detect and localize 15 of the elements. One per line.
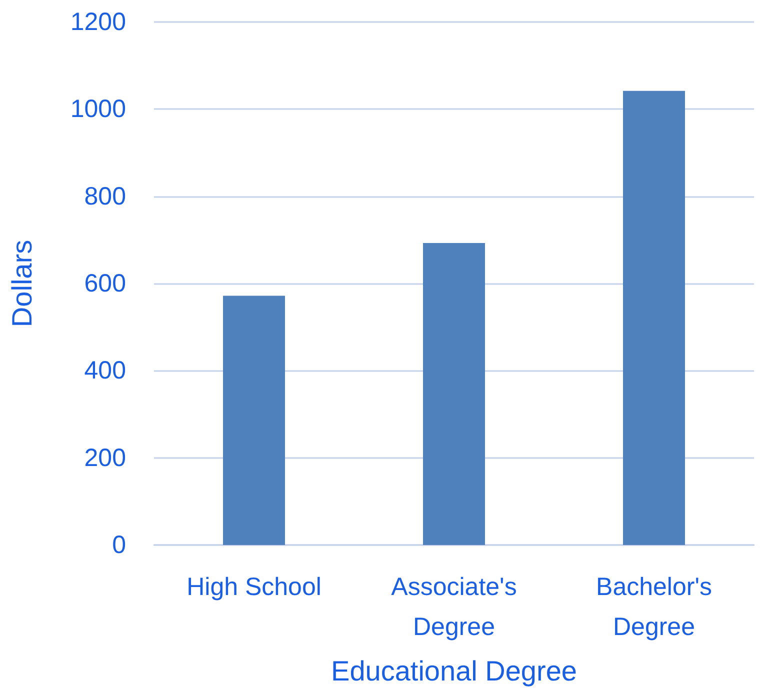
- y-tick-label: 600: [84, 270, 126, 298]
- y-tick-label: 0: [112, 531, 126, 559]
- bar: [423, 242, 485, 545]
- y-axis-title: Dollars: [6, 240, 38, 328]
- y-tick-label: 1200: [70, 8, 126, 36]
- x-tick-label: Associate's Degree: [391, 573, 517, 641]
- x-tick-label: Bachelor's Degree: [596, 573, 712, 641]
- y-tick-label: 1000: [70, 95, 126, 124]
- y-tick-label: 800: [84, 182, 126, 210]
- x-tick-label: High School: [186, 573, 322, 601]
- y-tick-label: 200: [84, 444, 126, 472]
- bar: [623, 90, 685, 545]
- bar: [223, 296, 285, 545]
- x-axis-title: Educational Degree: [331, 656, 577, 686]
- y-tick-label: 400: [84, 356, 126, 385]
